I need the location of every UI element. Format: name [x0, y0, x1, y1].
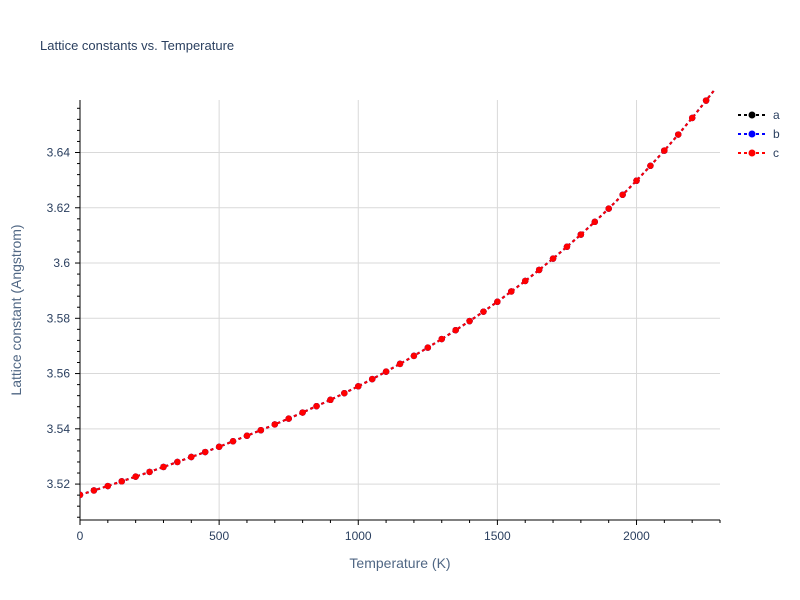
data-point-c: [243, 432, 251, 439]
data-point-c: [202, 448, 209, 456]
data-point-c: [647, 162, 654, 169]
data-point-c: [522, 277, 529, 285]
data-point-c: [508, 288, 515, 295]
data-point-c: [313, 402, 320, 410]
x-tick-label: 1000: [345, 529, 372, 543]
legend-swatch-marker: [748, 130, 756, 138]
data-point-c: [341, 389, 348, 397]
data-point-c: [702, 97, 710, 104]
grid-lines: [80, 100, 720, 520]
data-point-c: [146, 468, 153, 476]
y-tick-label: 3.64: [47, 146, 71, 160]
axes: 0 500 1000 1500 2000 3.52 3.54 3.56 3.58 3.6 3.62 3…: [47, 100, 721, 543]
y-tick-label: 3.54: [47, 422, 71, 436]
legend-item-c[interactable]: c: [738, 146, 779, 160]
data-point-c: [577, 231, 585, 238]
data-point-c: [717, 80, 723, 86]
x-tick-label: 0: [77, 529, 84, 543]
data-point-c: [299, 409, 306, 416]
data-point-c: [549, 255, 557, 262]
data-point-c: [563, 243, 571, 250]
data-point-c: [494, 298, 501, 305]
chart-title: Lattice constants vs. Temperature: [40, 38, 234, 53]
x-axis-title: Temperature (K): [349, 555, 450, 571]
data-point-c: [438, 335, 445, 343]
data-point-c: [271, 421, 278, 428]
y-tick-label: 3.58: [47, 311, 71, 325]
data-point-c: [229, 438, 237, 445]
data-point-c: [327, 396, 334, 404]
data-point-c: [591, 218, 598, 226]
series-line-c: [80, 90, 716, 496]
data-point-c: [396, 360, 404, 368]
data-point-c: [633, 177, 640, 184]
data-point-c: [661, 147, 668, 154]
y-tick-label: 3.6: [53, 256, 70, 270]
data-point-c: [355, 383, 362, 390]
x-tick-label: 500: [209, 529, 229, 543]
x-tick-label: 1500: [484, 529, 511, 543]
legend[interactable]: abc: [738, 108, 780, 160]
y-tick-label: 3.56: [47, 367, 71, 381]
y-tick-label: 3.62: [47, 201, 71, 215]
series-a: [80, 80, 723, 499]
legend-item-a[interactable]: a: [738, 108, 780, 122]
data-point-c: [118, 478, 125, 485]
series-line-a: [80, 90, 716, 496]
legend-item-b[interactable]: b: [738, 127, 780, 141]
data-point-c: [90, 487, 98, 494]
series-c: [80, 80, 723, 499]
data-point-c: [174, 458, 181, 466]
data-point-b: [717, 80, 723, 86]
data-point-c: [188, 453, 195, 461]
data-point-c: [285, 415, 292, 422]
data-point-c: [104, 482, 112, 490]
data-point-c: [619, 191, 626, 198]
legend-label: c: [773, 146, 779, 160]
data-point-a: [717, 80, 723, 86]
data-point-c: [466, 317, 473, 325]
data-point-c: [605, 205, 612, 212]
data-point-c: [535, 266, 543, 274]
y-axis-title: Lattice constant (Angstrom): [8, 224, 24, 395]
data-point-c: [257, 426, 265, 434]
data-point-c: [480, 308, 487, 315]
data-point-c: [80, 491, 84, 499]
data-point-c: [688, 114, 696, 122]
data-point-c: [452, 326, 459, 334]
legend-swatch-marker: [748, 149, 756, 157]
data-point-c: [382, 368, 390, 375]
data-point-c: [424, 344, 432, 351]
data-point-c: [160, 463, 167, 471]
data-point-c: [215, 443, 223, 450]
legend-label: b: [773, 127, 780, 141]
legend-label: a: [773, 108, 780, 122]
data-point-c: [368, 375, 376, 383]
legend-swatch-marker: [748, 111, 756, 119]
x-tick-label: 2000: [623, 529, 650, 543]
series-layer: [80, 80, 723, 499]
series-b: [80, 80, 723, 499]
series-line-b: [80, 90, 716, 496]
data-point-c: [675, 131, 682, 138]
data-point-c: [410, 352, 418, 360]
y-tick-label: 3.52: [47, 477, 71, 491]
data-point-c: [132, 473, 139, 480]
